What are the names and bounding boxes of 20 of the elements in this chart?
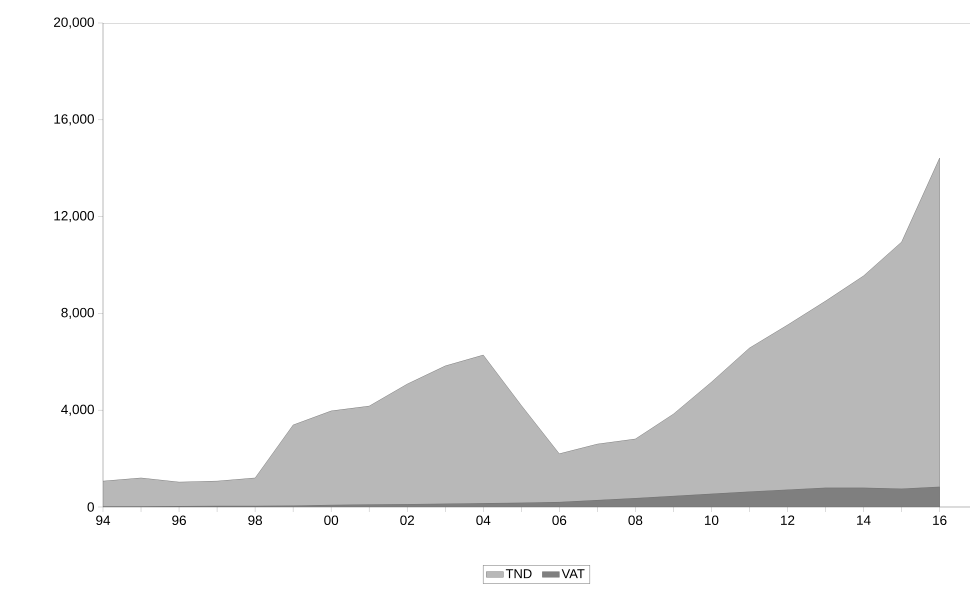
legend-label: TND [506,569,532,578]
x-tick-label: 96 [172,516,186,526]
x-tick-label: 06 [552,516,566,526]
x-tick-label: 00 [324,516,338,526]
x-tick-label: 04 [476,516,490,526]
y-tick-label: 4,000 [61,404,94,416]
x-tick-label: 08 [628,516,642,526]
y-tick-label: 8,000 [61,308,94,319]
x-tick-label: 14 [857,516,871,525]
y-tick-label: 12,000 [54,211,94,222]
y-tick-label: 16,000 [54,114,94,126]
y-tick-label: 20,000 [54,17,94,29]
x-tick-label: 98 [248,516,262,526]
x-tick-label: 10 [704,516,718,526]
x-tick-label: 12 [781,516,794,525]
y-tick-label: 0 [88,502,94,512]
x-tick-label: 16 [933,516,946,526]
x-tick-label: 94 [96,516,110,526]
x-tick-label: 02 [400,516,414,526]
legend-label: VAT [562,569,585,578]
